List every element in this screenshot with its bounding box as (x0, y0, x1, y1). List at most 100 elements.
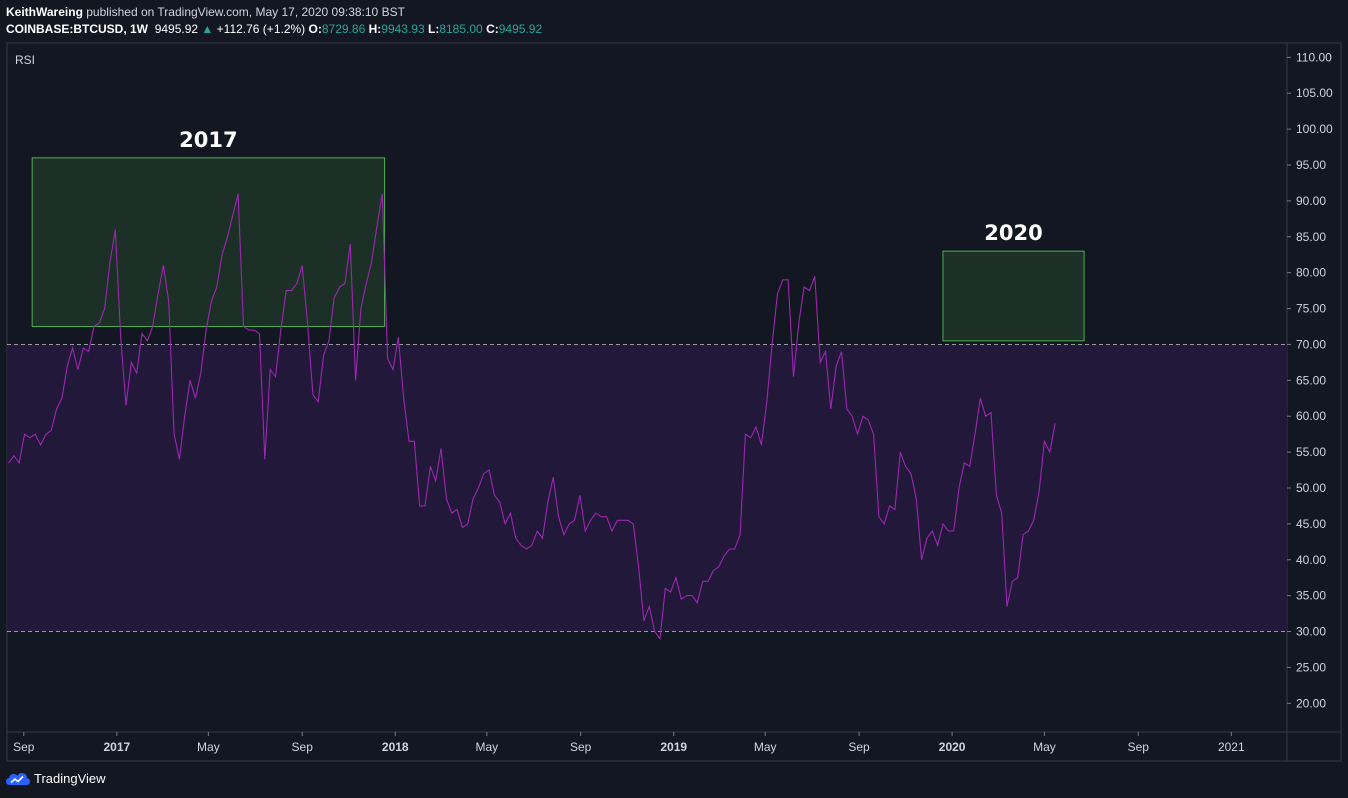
rsi-point (750, 437, 751, 438)
rsi-point (318, 401, 319, 402)
high-value: 9943.93 (381, 22, 425, 36)
rsi-point (334, 297, 335, 298)
rsi-point (323, 355, 324, 356)
rsi-point (505, 523, 506, 524)
rsi-point (777, 294, 778, 295)
rsi-point (718, 566, 719, 567)
price-change: +112.76 (+1.2%) (216, 22, 306, 36)
rsi-point (157, 294, 158, 295)
up-arrow-icon: ▲ (201, 22, 214, 36)
rsi-point (350, 243, 351, 244)
rsi-point (93, 326, 94, 327)
rsi-point (942, 523, 943, 524)
low-label: L: (428, 22, 440, 36)
rsi-point (115, 229, 116, 230)
rsi-point (286, 290, 287, 291)
open-label: O: (308, 22, 322, 36)
rsi-point (734, 548, 735, 549)
low-value: 8185.00 (439, 22, 483, 36)
y-tick-label: 30.00 (1296, 625, 1326, 639)
author-name[interactable]: KeithWareing (6, 5, 83, 19)
rsi-point (654, 631, 655, 632)
rsi-point (280, 329, 281, 330)
rsi-point (339, 286, 340, 287)
symbol-label[interactable]: COINBASE:BTCUSD, 1W (6, 22, 149, 36)
rsi-point (1033, 520, 1034, 521)
rsi-point (51, 430, 52, 431)
rsi-point (408, 441, 409, 442)
rsi-point (643, 620, 644, 621)
y-tick-label: 40.00 (1296, 553, 1326, 567)
rsi-point (456, 509, 457, 510)
y-tick-label: 85.00 (1296, 230, 1326, 244)
rsi-point (521, 545, 522, 546)
rsi-point (136, 373, 137, 374)
close-label: C: (486, 22, 499, 36)
rsi-point (852, 416, 853, 417)
rsi-point (200, 373, 201, 374)
rsi-point (8, 462, 9, 463)
rsi-point (772, 344, 773, 345)
y-tick-label: 50.00 (1296, 481, 1326, 495)
rsi-point (697, 602, 698, 603)
rsi-point (398, 337, 399, 338)
rsi-point (189, 380, 190, 381)
rsi-point (462, 527, 463, 528)
rsi-point (755, 426, 756, 427)
rsi-point (254, 329, 255, 330)
rsi-point (72, 347, 73, 348)
rsi-point (836, 365, 837, 366)
publish-info: KeithWareing published on TradingView.co… (6, 5, 405, 19)
rsi-point (392, 369, 393, 370)
rsi-point (163, 265, 164, 266)
rsi-point (302, 265, 303, 266)
x-tick-label: May (475, 740, 498, 754)
annotation-box-2017 (31, 157, 386, 327)
rsi-point (446, 498, 447, 499)
rsi-point (793, 376, 794, 377)
rsi-point (953, 530, 954, 531)
y-tick-label: 55.00 (1296, 445, 1326, 459)
rsi-point (585, 530, 586, 531)
rsi-point (729, 548, 730, 549)
rsi-point (382, 193, 383, 194)
published-text: published on TradingView.com, May 17, 20… (86, 5, 405, 19)
rsi-series-line (8, 193, 1056, 641)
rsi-point (595, 512, 596, 513)
tradingview-logo[interactable]: TradingView (6, 771, 106, 786)
rsi-point (649, 606, 650, 607)
rsi-point (510, 512, 511, 513)
rsi-point (606, 516, 607, 517)
rsi-point (894, 509, 895, 510)
y-tick-label: 70.00 (1296, 337, 1326, 351)
rsi-point (990, 412, 991, 413)
rsi-point (900, 451, 901, 452)
rsi-point (403, 398, 404, 399)
rsi-point (499, 502, 500, 503)
x-tick-label: May (197, 740, 220, 754)
rsi-point (360, 308, 361, 309)
rsi-point (809, 290, 810, 291)
annotation-label-2017: 2017 (179, 128, 237, 152)
rsi-point (168, 301, 169, 302)
rsi-point (873, 434, 874, 435)
rsi-point (184, 416, 185, 417)
rsi-point (259, 333, 260, 334)
rsi-point (846, 408, 847, 409)
y-tick-label: 100.00 (1296, 122, 1333, 136)
rsi-point (766, 401, 767, 402)
rsi-point (633, 523, 634, 524)
rsi-point (547, 502, 548, 503)
rsi-point (120, 337, 121, 338)
rsi-point (211, 301, 212, 302)
rsi-point (1028, 530, 1029, 531)
x-tick-label: Sep (13, 740, 35, 754)
rsi-point (1038, 491, 1039, 492)
rsi-point (798, 322, 799, 323)
rsi-point (1017, 577, 1018, 578)
rsi-point (526, 548, 527, 549)
rsi-point (355, 380, 356, 381)
rsi-point (761, 444, 762, 445)
rsi-point (88, 351, 89, 352)
